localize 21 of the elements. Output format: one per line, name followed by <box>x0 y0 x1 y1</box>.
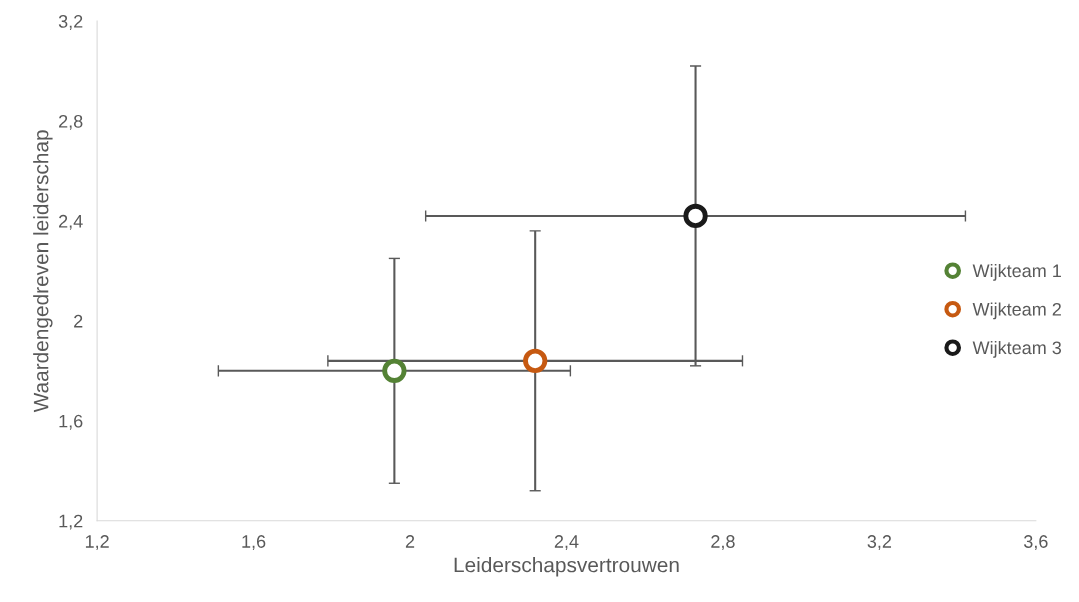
point <box>683 203 708 229</box>
x-tick-label: 2,8 <box>711 535 735 551</box>
x-tick-label: 3,2 <box>867 535 892 551</box>
x-axis-title: Leiderschapsvertrouwen <box>454 557 679 577</box>
legend-label: Wijkteam 1 <box>972 263 1061 281</box>
y-tick-label: 2,8 <box>59 114 83 130</box>
x-tick-label: 1,6 <box>242 535 266 551</box>
y-axis-title: Waardengedreven leiderschap <box>33 130 53 413</box>
x-tick-label: 3,6 <box>1023 535 1048 551</box>
legend-label: Wijkteam 3 <box>972 340 1062 358</box>
y-tick-label: 2,4 <box>59 214 83 230</box>
point <box>382 358 407 383</box>
legend-label: Wijkteam 2 <box>972 302 1061 320</box>
y-tick-label: 1,2 <box>59 514 83 530</box>
x-tick-label: 2,4 <box>554 535 579 551</box>
x-tick-label: 1,2 <box>85 535 109 551</box>
point <box>523 348 548 373</box>
x-tick-label: 2 <box>405 535 415 548</box>
y-tick-label: 2 <box>74 314 83 328</box>
y-tick-label: 1,6 <box>59 414 83 430</box>
y-tick-label: 3,2 <box>58 15 83 30</box>
